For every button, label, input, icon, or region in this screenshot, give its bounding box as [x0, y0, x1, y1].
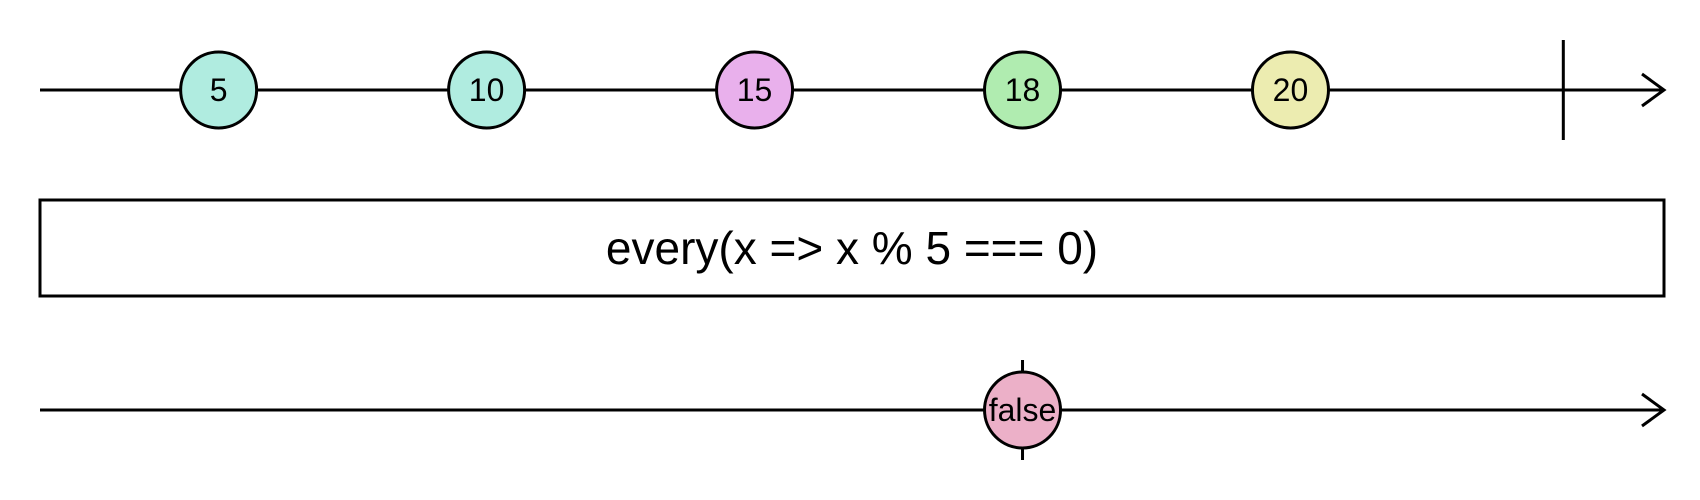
marble: 5 [179, 50, 259, 130]
marble-circle [179, 50, 259, 130]
marble-label: 15 [737, 72, 773, 108]
output-timeline: false [40, 360, 1667, 460]
operator-box-frame [38, 198, 1666, 298]
output-timeline-arrowhead [1641, 392, 1667, 428]
marble-circle [983, 50, 1063, 130]
marble-label: 18 [1005, 72, 1041, 108]
operator-box: every(x => x % 5 === 0) [38, 198, 1666, 298]
marble-circle [1250, 50, 1330, 130]
marble: 15 [715, 50, 795, 130]
marble-label: 10 [469, 72, 505, 108]
marble-circle [715, 50, 795, 130]
input-timeline: 5 10 15 18 20 [40, 40, 1667, 140]
input-marbles: 5 10 15 18 20 [179, 50, 1330, 130]
input-timeline-arrowhead [1641, 72, 1667, 108]
marble-label: 20 [1273, 72, 1309, 108]
output-marbles: false [983, 370, 1063, 450]
marble-label: 5 [210, 72, 228, 108]
marble-label: false [989, 392, 1057, 428]
marble: 20 [1250, 50, 1330, 130]
operator-label: every(x => x % 5 === 0) [606, 222, 1098, 274]
marble: 10 [447, 50, 527, 130]
marble-circle [447, 50, 527, 130]
marble: false [983, 370, 1063, 450]
marble: 18 [983, 50, 1063, 130]
marble-circle [983, 370, 1063, 450]
